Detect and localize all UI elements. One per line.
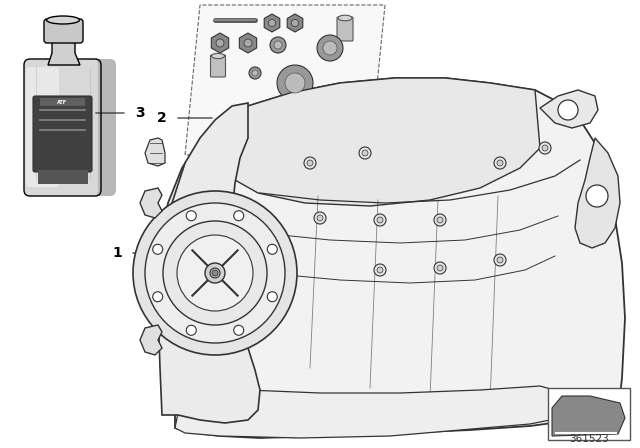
Polygon shape: [575, 138, 620, 248]
Text: ATF: ATF: [57, 99, 67, 104]
Circle shape: [153, 244, 163, 254]
Bar: [40, 98, 85, 106]
Circle shape: [268, 292, 277, 302]
Polygon shape: [158, 78, 625, 438]
Circle shape: [497, 160, 503, 166]
Circle shape: [270, 37, 286, 53]
Polygon shape: [230, 78, 540, 206]
Circle shape: [274, 41, 282, 49]
Polygon shape: [140, 325, 162, 355]
Circle shape: [307, 160, 313, 166]
Circle shape: [244, 39, 252, 47]
Bar: [548, 388, 630, 440]
FancyBboxPatch shape: [337, 17, 353, 41]
Circle shape: [234, 211, 244, 221]
Polygon shape: [287, 14, 303, 32]
Circle shape: [539, 142, 551, 154]
Circle shape: [252, 70, 258, 76]
Circle shape: [205, 263, 225, 283]
Text: 3: 3: [135, 106, 145, 120]
Circle shape: [177, 235, 253, 311]
Circle shape: [291, 19, 299, 26]
Circle shape: [434, 262, 446, 274]
Circle shape: [374, 214, 386, 226]
Circle shape: [317, 215, 323, 221]
Ellipse shape: [211, 53, 225, 59]
Circle shape: [437, 217, 443, 223]
Polygon shape: [175, 386, 570, 438]
Polygon shape: [158, 103, 260, 423]
Polygon shape: [140, 188, 162, 218]
Circle shape: [186, 211, 196, 221]
Circle shape: [249, 67, 261, 79]
Circle shape: [186, 325, 196, 335]
Circle shape: [494, 157, 506, 169]
Text: 2: 2: [157, 111, 167, 125]
FancyBboxPatch shape: [24, 59, 98, 196]
Circle shape: [497, 257, 503, 263]
FancyBboxPatch shape: [52, 59, 116, 196]
Circle shape: [163, 221, 267, 325]
Text: 361523: 361523: [569, 434, 609, 444]
Circle shape: [494, 254, 506, 266]
Polygon shape: [552, 396, 625, 436]
Circle shape: [317, 35, 343, 61]
Circle shape: [234, 325, 244, 335]
Circle shape: [542, 145, 548, 151]
Polygon shape: [145, 138, 165, 166]
Polygon shape: [48, 40, 80, 65]
Circle shape: [304, 157, 316, 169]
Circle shape: [434, 214, 446, 226]
Circle shape: [212, 270, 218, 276]
Circle shape: [216, 39, 224, 47]
Circle shape: [323, 41, 337, 55]
Circle shape: [558, 100, 578, 120]
FancyBboxPatch shape: [44, 19, 83, 43]
Circle shape: [153, 292, 163, 302]
Circle shape: [210, 268, 220, 278]
Circle shape: [377, 217, 383, 223]
Circle shape: [314, 212, 326, 224]
Circle shape: [145, 203, 285, 343]
FancyBboxPatch shape: [211, 55, 225, 77]
Circle shape: [268, 244, 277, 254]
Ellipse shape: [47, 16, 79, 24]
Circle shape: [359, 147, 371, 159]
Circle shape: [586, 185, 608, 207]
Circle shape: [285, 73, 305, 93]
Circle shape: [437, 265, 443, 271]
Ellipse shape: [338, 15, 352, 21]
Polygon shape: [264, 14, 280, 32]
Circle shape: [377, 267, 383, 273]
Circle shape: [362, 150, 368, 156]
Circle shape: [277, 65, 313, 101]
FancyBboxPatch shape: [33, 96, 92, 172]
Text: 1: 1: [112, 246, 122, 260]
Polygon shape: [239, 33, 257, 53]
Circle shape: [133, 191, 297, 355]
Circle shape: [268, 19, 276, 26]
Bar: [38, 170, 88, 184]
Polygon shape: [211, 33, 228, 53]
FancyBboxPatch shape: [26, 67, 59, 187]
Polygon shape: [540, 90, 598, 128]
Polygon shape: [185, 5, 385, 155]
Circle shape: [374, 264, 386, 276]
